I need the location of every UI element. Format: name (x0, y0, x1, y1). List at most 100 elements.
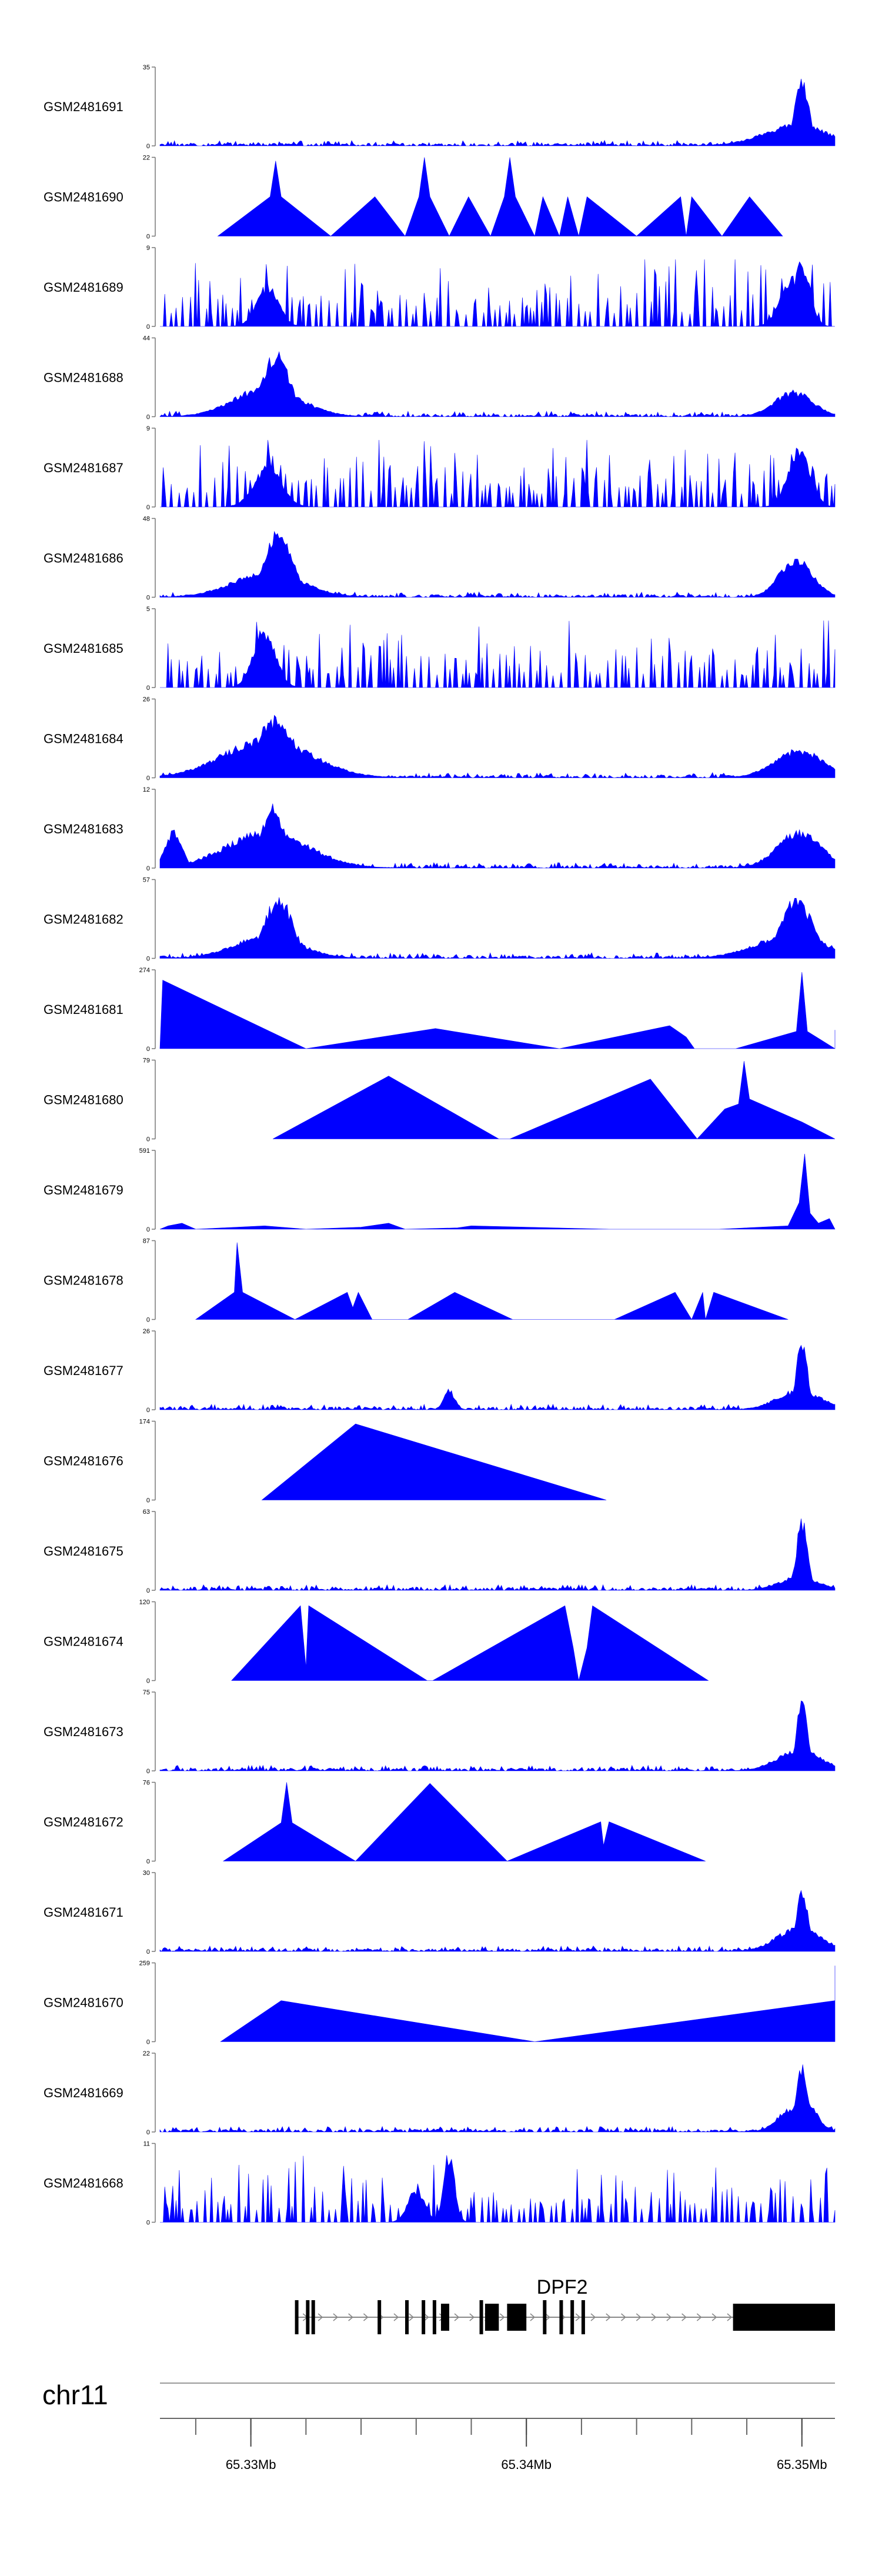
track-GSM2481684: GSM2481684 26 0 (44, 696, 836, 782)
coverage-area (159, 1153, 836, 1230)
y-axis-min-label: 0 (146, 2129, 150, 2136)
strand-chevron (318, 2313, 323, 2321)
track-label: GSM2481675 (44, 1544, 123, 1559)
y-axis-max-label: 274 (139, 967, 150, 974)
y-axis-max-label: 26 (143, 696, 150, 703)
coverage-area (159, 803, 836, 869)
y-axis-min-label: 0 (146, 504, 150, 511)
strand-chevron (696, 2313, 702, 2321)
track-GSM2481668: GSM2481668 11 0 (44, 2141, 836, 2227)
track-GSM2481674: GSM2481674 120 0 (44, 1599, 709, 1685)
y-axis-max-label: 9 (146, 245, 150, 252)
strand-chevron (606, 2313, 611, 2321)
gene-track: DPF2 (295, 2276, 835, 2334)
strand-chevron (393, 2313, 399, 2321)
track-label: GSM2481676 (44, 1454, 123, 1469)
y-axis-min-label: 0 (146, 1948, 150, 1956)
track-label: GSM2481685 (44, 641, 123, 656)
strand-chevron (530, 2313, 536, 2321)
strand-chevron (333, 2313, 339, 2321)
y-axis-min-label: 0 (146, 1407, 150, 1414)
gene-exon (306, 2300, 310, 2334)
track-label: GSM2481691 (44, 99, 123, 114)
track-label: GSM2481684 (44, 732, 123, 746)
y-axis-min-label: 0 (146, 685, 150, 692)
strand-chevron (666, 2313, 672, 2321)
track-label: GSM2481672 (44, 1815, 123, 1830)
strand-chevron (575, 2313, 581, 2321)
coverage-area (231, 1605, 709, 1681)
track-label: GSM2481679 (44, 1183, 123, 1197)
y-axis-min-label: 0 (146, 595, 150, 602)
y-axis-max-label: 5 (146, 606, 150, 613)
genome-axis: chr11 65.33Mb 65.34Mb 65.35Mb (42, 2380, 835, 2472)
track-label: GSM2481668 (44, 2176, 123, 2191)
gene-exon (559, 2300, 563, 2334)
gene-name-label: DPF2 (537, 2276, 588, 2298)
gene-exon (405, 2300, 409, 2334)
track-label: GSM2481670 (44, 1996, 123, 2010)
coverage-area (159, 1344, 836, 1410)
track-label: GSM2481680 (44, 1093, 123, 1107)
track-label: GSM2481681 (44, 1002, 123, 1017)
coverage-tracks: GSM2481691350GSM2481690220GSM248168990GS… (44, 64, 836, 2227)
strand-chevron (348, 2313, 353, 2321)
track-GSM2481677: GSM2481677 26 0 (44, 1328, 836, 1414)
y-axis-max-label: 75 (143, 1689, 150, 1696)
y-axis-min-label: 0 (146, 1587, 150, 1594)
y-axis-max-label: 76 (143, 1780, 150, 1787)
coverage-area (220, 1966, 836, 2042)
gene-exon (581, 2300, 585, 2334)
strand-chevron (621, 2313, 626, 2321)
y-axis-max-label: 79 (143, 1057, 150, 1065)
track-label: GSM2481690 (44, 190, 123, 205)
track-GSM2481671: GSM2481671 30 0 (44, 1870, 836, 1956)
strand-chevron (727, 2313, 733, 2321)
track-GSM2481676: GSM2481676 174 0 (44, 1419, 607, 1504)
track-label: GSM2481671 (44, 1905, 123, 1920)
coverage-area (159, 351, 836, 418)
axis-tick-label: 65.35Mb (777, 2457, 827, 2472)
y-axis-min-label: 0 (146, 2039, 150, 2046)
coverage-area (159, 1519, 836, 1591)
y-axis-min-label: 0 (146, 1858, 150, 1866)
coverage-area (159, 972, 836, 1049)
track-GSM2481685: GSM2481685 5 0 (44, 606, 836, 692)
coverage-area (272, 1061, 836, 1139)
y-axis-min-label: 0 (146, 1226, 150, 1233)
strand-chevron (454, 2313, 460, 2321)
strand-chevron (409, 2313, 414, 2321)
track-GSM2481680: GSM2481680 79 0 (44, 1057, 836, 1143)
y-axis-min-label: 0 (146, 956, 150, 963)
track-GSM2481691: GSM2481691 35 0 (44, 64, 836, 150)
y-axis-max-label: 44 (143, 335, 150, 342)
gene-exon (733, 2304, 835, 2331)
track-label: GSM2481686 (44, 551, 123, 566)
y-axis-max-label: 48 (143, 516, 150, 523)
track-label: GSM2481669 (44, 2086, 123, 2100)
axis-tick-label: 65.34Mb (501, 2457, 552, 2472)
coverage-area (160, 259, 836, 327)
gene-exon (422, 2300, 426, 2334)
gene-exon (507, 2304, 527, 2331)
strand-chevron (711, 2313, 717, 2321)
track-GSM2481673: GSM2481673 75 0 (44, 1689, 836, 1775)
coverage-area (160, 2155, 836, 2223)
strand-chevron (590, 2313, 596, 2321)
coverage-area (222, 1782, 706, 1861)
y-axis-max-label: 30 (143, 1870, 150, 1877)
track-GSM2481669: GSM2481669 22 0 (44, 2050, 836, 2136)
y-axis-min-label: 0 (146, 865, 150, 872)
coverage-area (160, 440, 836, 508)
gene-exon (543, 2300, 547, 2334)
track-GSM2481687: GSM2481687 9 0 (44, 425, 836, 511)
strand-chevron (363, 2313, 369, 2321)
track-label: GSM2481683 (44, 822, 123, 836)
track-GSM2481683: GSM2481683 12 0 (44, 786, 836, 872)
y-axis-min-label: 0 (146, 2220, 150, 2227)
gene-exon (479, 2300, 483, 2334)
y-axis-max-label: 11 (143, 2141, 150, 2148)
gene-exon (485, 2304, 499, 2331)
track-GSM2481690: GSM2481690 22 0 (44, 155, 783, 241)
